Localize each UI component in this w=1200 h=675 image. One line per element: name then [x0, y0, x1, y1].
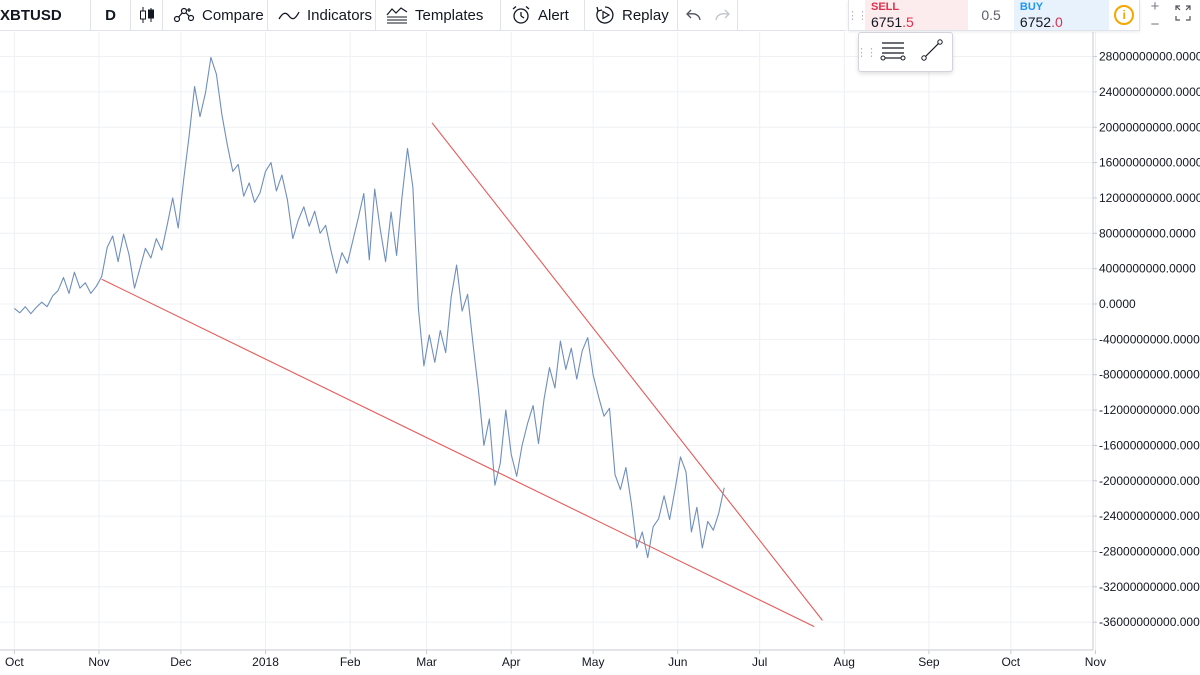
templates-button[interactable]: Templates: [376, 0, 501, 31]
replay-icon: [595, 5, 615, 25]
alarm-clock-icon: [511, 5, 531, 25]
price-tick-label: -12000000000.0000: [1099, 403, 1200, 417]
time-tick-label: Sep: [918, 655, 940, 669]
buy-price: 6752.0: [1020, 15, 1103, 30]
zoom-in-button[interactable]: +: [1150, 0, 1160, 15]
redo-icon[interactable]: [714, 9, 731, 21]
indicators-button[interactable]: Indicators: [268, 0, 376, 31]
time-tick-label: Oct: [5, 655, 24, 669]
indicators-label: Indicators: [307, 6, 373, 24]
undo-redo-group: [678, 0, 738, 31]
price-tick-label: 28000000000.0000: [1099, 50, 1200, 64]
price-tick-label: -20000000000.0000: [1099, 474, 1200, 488]
compare-icon: [173, 6, 195, 24]
chart-style-button[interactable]: [131, 0, 163, 31]
zoom-out-button[interactable]: −: [1150, 16, 1160, 33]
templates-label: Templates: [415, 6, 484, 24]
zoom-controls: + −: [1144, 0, 1166, 33]
sell-label: SELL: [871, 1, 900, 13]
price-tick-label: 20000000000.0000: [1099, 120, 1200, 134]
chart-grid: [0, 32, 1096, 650]
alert-label: Alert: [538, 6, 569, 24]
price-tick-label: 12000000000.0000: [1099, 191, 1200, 205]
time-tick-label: Nov: [1085, 655, 1106, 669]
drag-handle-icon[interactable]: ⋮⋮: [856, 46, 877, 59]
time-tick-label: Mar: [416, 655, 437, 669]
trend-line-button[interactable]: [913, 33, 953, 71]
resistance-trend-line[interactable]: [431, 122, 823, 621]
expand-icon: [1175, 4, 1191, 26]
trend-lines[interactable]: [101, 122, 823, 628]
price-tick-label: -4000000000.0000: [1099, 332, 1200, 346]
time-tick-label: 2018: [252, 655, 279, 669]
indicators-icon: [278, 8, 300, 22]
replay-button[interactable]: Replay: [585, 0, 678, 31]
price-tick-label: 16000000000.0000: [1099, 156, 1200, 170]
time-tick-label: Nov: [88, 655, 109, 669]
line-style-button[interactable]: [873, 33, 913, 71]
time-tick-label: Aug: [834, 655, 855, 669]
sell-button[interactable]: SELL 6751.5: [865, 0, 969, 30]
time-tick-label: Oct: [1001, 655, 1020, 669]
price-axis[interactable]: 28000000000.0000 24000000000.0000 20000000…: [1093, 50, 1200, 630]
info-button[interactable]: i: [1109, 0, 1139, 30]
price-tick-label: -36000000000.0000: [1099, 615, 1200, 629]
sell-price-suffix: .5: [902, 14, 914, 30]
order-panel: ⋮⋮ SELL 6751.5 0.5 BUY 6752.0 i: [847, 0, 1140, 31]
time-axis[interactable]: Oct Nov Dec 2018 Feb Mar Apr May Jun Jul Aug Sep Oct…: [5, 650, 1106, 669]
time-tick-label: Apr: [502, 655, 521, 669]
buy-price-suffix: .0: [1051, 14, 1063, 30]
info-icon: i: [1114, 5, 1135, 25]
trend-line-icon: [920, 38, 944, 67]
drag-handle-icon[interactable]: ⋮⋮: [847, 9, 868, 22]
price-tick-label: -8000000000.0000: [1099, 368, 1200, 382]
templates-icon: [386, 6, 408, 24]
interval-label: D: [105, 6, 116, 24]
symbol-search-button[interactable]: XBTUSD: [0, 0, 91, 31]
candles-icon: [139, 6, 155, 24]
time-tick-label: Jul: [752, 655, 767, 669]
fullscreen-button[interactable]: [1172, 4, 1194, 26]
time-tick-label: Feb: [340, 655, 361, 669]
price-tick-label: -32000000000.0000: [1099, 580, 1200, 594]
top-toolbar: XBTUSD D Compare: [0, 0, 846, 31]
alert-button[interactable]: Alert: [501, 0, 585, 31]
support-trend-line[interactable]: [101, 278, 815, 628]
price-series: [14, 56, 725, 559]
price-tick-label: -16000000000.0000: [1099, 438, 1200, 452]
buy-button[interactable]: BUY 6752.0: [1013, 0, 1110, 30]
sell-price: 6751.5: [871, 15, 962, 30]
replay-label: Replay: [622, 6, 669, 24]
compare-label: Compare: [202, 6, 264, 24]
price-tick-label: 4000000000.0000: [1099, 262, 1196, 276]
price-tick-label: 8000000000.0000: [1099, 226, 1196, 240]
spread-value: 0.5: [981, 7, 1001, 23]
price-tick-label: 24000000000.0000: [1099, 85, 1200, 99]
price-tick-label: -28000000000.0000: [1099, 544, 1200, 558]
buy-price-prefix: 6752: [1019, 14, 1052, 30]
price-line: [14, 56, 725, 559]
compare-button[interactable]: Compare: [163, 0, 268, 31]
buy-label: BUY: [1019, 1, 1044, 13]
interval-button[interactable]: D: [91, 0, 131, 31]
undo-icon[interactable]: [685, 9, 701, 21]
time-tick-label: May: [582, 655, 605, 669]
price-tick-label: -24000000000.0000: [1099, 509, 1200, 523]
line-style-icon: [879, 39, 907, 66]
drawing-properties-toolbar: ⋮⋮: [856, 32, 953, 72]
price-tick-label: 0.0000: [1099, 297, 1136, 311]
symbol-label: XBTUSD: [0, 6, 62, 24]
time-tick-label: Jun: [668, 655, 687, 669]
time-tick-label: Dec: [170, 655, 191, 669]
sell-price-prefix: 6751: [871, 14, 903, 30]
